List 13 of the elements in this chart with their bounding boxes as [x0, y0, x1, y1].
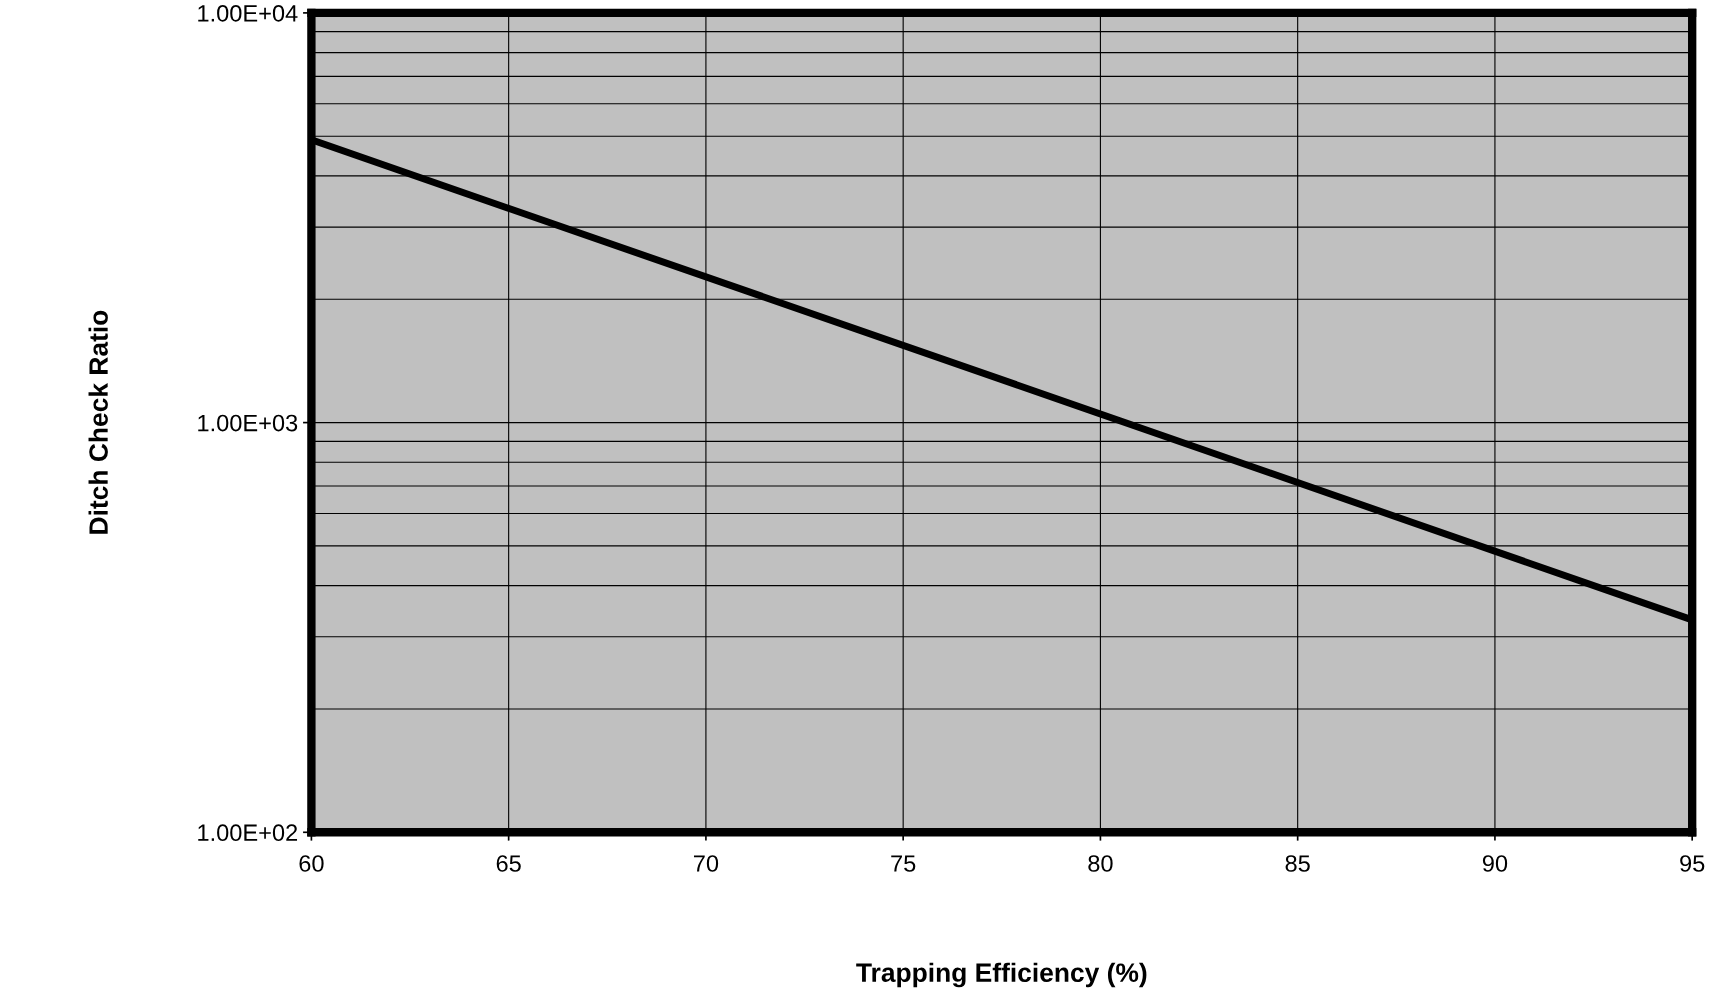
x-tick-label: 85	[1285, 855, 1310, 872]
x-tick-label: 70	[693, 855, 719, 872]
x-tick-label: 60	[299, 855, 324, 872]
x-tick-label: 80	[1088, 855, 1113, 872]
y-tick-label: 1.00E+04	[198, 4, 298, 22]
x-axis-title: Trapping Efficiency (%)	[856, 962, 1147, 988]
y-tick-label: 1.00E+03	[198, 414, 298, 432]
y-axis-title: Ditch Check Ratio	[88, 310, 108, 534]
x-tick-label: 65	[496, 855, 521, 872]
x-tick-label: 90	[1482, 855, 1508, 872]
x-tick-label: 95	[1680, 855, 1705, 872]
x-tick-label: 75	[891, 855, 916, 872]
y-tick-label: 1.00E+02	[198, 824, 298, 842]
